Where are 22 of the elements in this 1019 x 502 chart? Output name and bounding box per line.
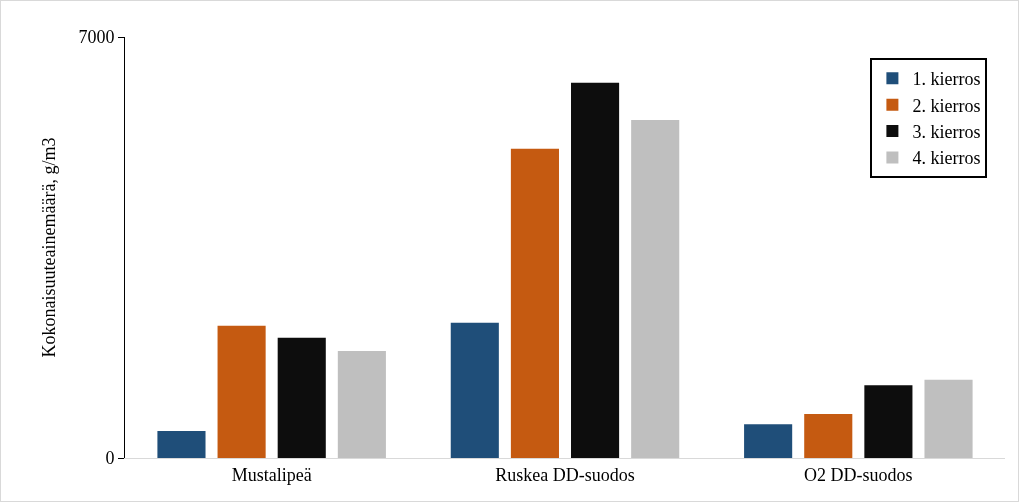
legend-label: 3. kierros	[912, 122, 981, 143]
bar	[804, 414, 853, 458]
x-tick-label: O2 DD-suodos	[804, 464, 913, 485]
x-tick-label: Mustalipeä	[231, 464, 312, 485]
bar	[744, 424, 793, 458]
legend-label: 4. kierros	[912, 148, 981, 169]
y-tick-label: 7000	[78, 27, 115, 48]
bar	[337, 350, 386, 458]
bar	[864, 385, 913, 458]
bar	[631, 120, 680, 458]
x-tick-label: Ruskea DD-suodos	[495, 464, 635, 485]
bar	[157, 430, 206, 458]
bar	[450, 322, 499, 458]
y-axis-title: Kokonaisuuteainemäärä, g/m3	[38, 137, 59, 358]
bar	[510, 148, 559, 458]
legend-label: 1. kierros	[912, 69, 981, 90]
y-tick-label: 0	[105, 448, 115, 469]
legend-label: 2. kierros	[912, 95, 981, 116]
bar	[924, 379, 973, 458]
bar	[217, 325, 266, 458]
bar	[277, 337, 326, 458]
bar	[571, 82, 620, 458]
